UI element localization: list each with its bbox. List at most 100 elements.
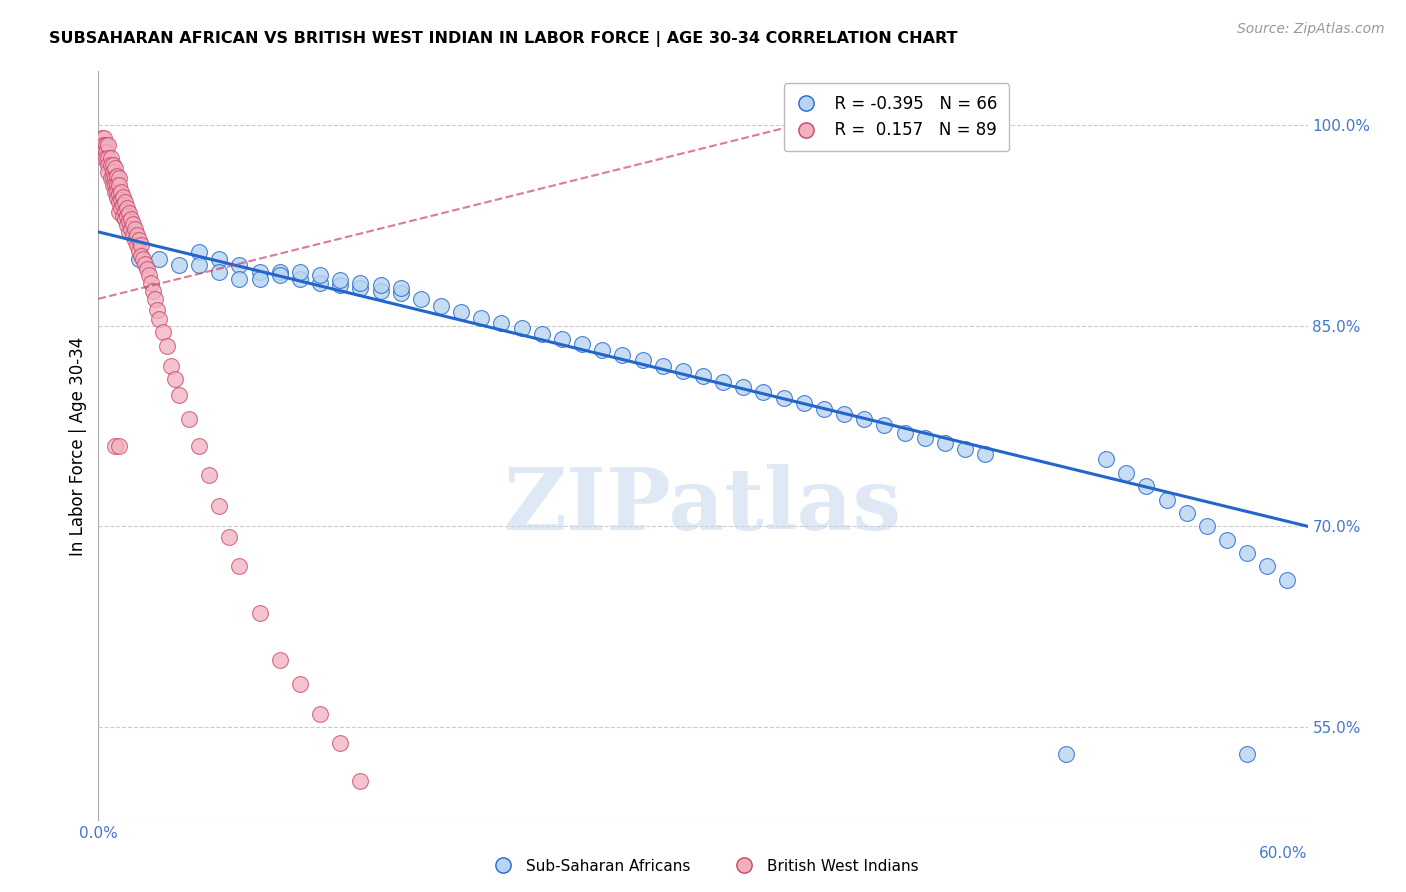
- Point: [269, 265, 291, 279]
- Point: [96, 138, 118, 153]
- Legend: Sub-Saharan Africans, British West Indians: Sub-Saharan Africans, British West India…: [482, 853, 924, 880]
- Point: [93, 138, 115, 153]
- Point: [96, 152, 118, 166]
- Text: ZIPatlas: ZIPatlas: [503, 464, 903, 548]
- Point: [1236, 747, 1258, 761]
- Point: [101, 171, 124, 186]
- Point: [651, 359, 673, 373]
- Point: [115, 209, 138, 223]
- Point: [813, 401, 835, 416]
- Point: [430, 298, 453, 313]
- Point: [105, 185, 128, 199]
- Point: [91, 131, 114, 145]
- Point: [118, 225, 141, 239]
- Point: [138, 268, 160, 282]
- Point: [129, 238, 152, 252]
- Point: [974, 447, 997, 461]
- Point: [571, 337, 593, 351]
- Point: [167, 259, 190, 273]
- Point: [1277, 573, 1299, 587]
- Point: [733, 380, 755, 394]
- Text: SUBSAHARAN AFRICAN VS BRITISH WEST INDIAN IN LABOR FORCE | AGE 30-34 CORRELATION: SUBSAHARAN AFRICAN VS BRITISH WEST INDIA…: [49, 31, 957, 47]
- Point: [370, 278, 392, 293]
- Point: [269, 268, 291, 282]
- Point: [111, 198, 134, 212]
- Point: [752, 385, 775, 400]
- Point: [132, 252, 155, 266]
- Point: [934, 436, 956, 450]
- Point: [96, 145, 118, 159]
- Point: [103, 178, 125, 193]
- Point: [692, 369, 714, 384]
- Point: [530, 326, 553, 341]
- Point: [93, 131, 115, 145]
- Point: [114, 195, 136, 210]
- Point: [309, 268, 332, 282]
- Point: [208, 252, 231, 266]
- Point: [631, 353, 654, 368]
- Point: [288, 265, 311, 279]
- Point: [121, 217, 143, 231]
- Point: [288, 677, 311, 691]
- Point: [120, 211, 142, 226]
- Point: [1175, 506, 1198, 520]
- Point: [100, 158, 122, 172]
- Point: [93, 152, 115, 166]
- Point: [107, 171, 129, 186]
- Point: [115, 201, 138, 215]
- Point: [249, 271, 271, 285]
- Point: [97, 158, 120, 172]
- Point: [107, 195, 129, 210]
- Point: [914, 431, 936, 445]
- Point: [491, 316, 513, 330]
- Point: [97, 138, 120, 153]
- Point: [125, 238, 148, 252]
- Point: [105, 169, 128, 183]
- Point: [152, 326, 174, 340]
- Point: [107, 187, 129, 202]
- Point: [389, 281, 412, 295]
- Point: [103, 171, 125, 186]
- Point: [107, 439, 129, 453]
- Point: [672, 364, 695, 378]
- Point: [103, 439, 125, 453]
- Point: [1135, 479, 1157, 493]
- Point: [188, 244, 211, 259]
- Point: [118, 214, 141, 228]
- Point: [329, 736, 352, 750]
- Point: [188, 439, 211, 453]
- Point: [105, 192, 128, 206]
- Point: [103, 185, 125, 199]
- Point: [160, 359, 183, 373]
- Point: [142, 284, 165, 298]
- Point: [91, 145, 114, 159]
- Point: [128, 252, 150, 266]
- Point: [97, 164, 120, 178]
- Point: [110, 185, 132, 199]
- Point: [115, 219, 138, 233]
- Point: [124, 222, 146, 236]
- Point: [269, 653, 291, 667]
- Point: [100, 152, 122, 166]
- Point: [873, 417, 896, 432]
- Point: [146, 302, 169, 317]
- Point: [103, 161, 125, 175]
- Point: [329, 278, 352, 293]
- Point: [110, 201, 132, 215]
- Point: [114, 203, 136, 218]
- Point: [409, 292, 432, 306]
- Point: [1256, 559, 1278, 574]
- Point: [612, 348, 634, 362]
- Point: [198, 468, 221, 483]
- Point: [1156, 492, 1178, 507]
- Point: [953, 442, 976, 456]
- Point: [228, 259, 250, 273]
- Point: [470, 310, 492, 325]
- Point: [97, 152, 120, 166]
- Point: [120, 222, 142, 236]
- Point: [111, 190, 134, 204]
- Point: [853, 412, 876, 426]
- Point: [105, 178, 128, 193]
- Point: [1236, 546, 1258, 560]
- Point: [228, 559, 250, 574]
